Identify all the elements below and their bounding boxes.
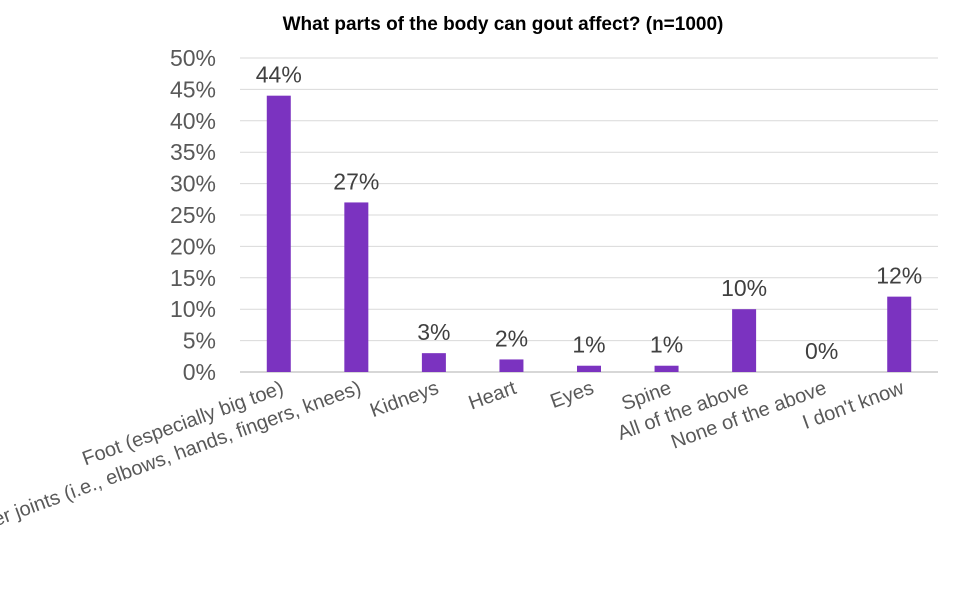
bar xyxy=(887,296,912,372)
chart-title: What parts of the body can gout affect? … xyxy=(283,14,724,35)
data-label: 44% xyxy=(256,62,302,88)
data-label: 1% xyxy=(572,332,605,358)
bar xyxy=(344,202,369,372)
y-tick-label: 5% xyxy=(183,328,216,354)
x-axis-ticks: Foot (especially big toe)Other joints (i… xyxy=(0,377,907,542)
data-label: 2% xyxy=(495,325,528,351)
bar xyxy=(654,365,679,372)
data-labels: 44% 27% 3% 2% 1% 1% 10% 0% 12% xyxy=(256,62,922,364)
data-label: 0% xyxy=(805,338,838,364)
y-tick-label: 10% xyxy=(170,296,216,322)
x-tick-label: Eyes xyxy=(547,377,596,413)
y-tick-label: 40% xyxy=(170,108,216,134)
y-tick-label: 20% xyxy=(170,233,216,259)
y-tick-label: 30% xyxy=(170,171,216,197)
data-label: 3% xyxy=(417,319,450,345)
x-tick-label: Other joints (i.e., elbows, hands, finge… xyxy=(0,377,364,542)
bar xyxy=(499,359,524,372)
y-axis-ticks: 0% 5% 10% 15% 20% 25% 30% 35% 40% 45% 50% xyxy=(170,45,216,385)
y-tick-label: 35% xyxy=(170,139,216,165)
x-tick-label: Kidneys xyxy=(367,377,441,422)
y-tick-label: 25% xyxy=(170,202,216,228)
data-label: 10% xyxy=(721,275,767,301)
bar xyxy=(421,353,446,372)
y-tick-label: 50% xyxy=(170,45,216,71)
data-label: 27% xyxy=(333,168,379,194)
y-tick-label: 15% xyxy=(170,265,216,291)
bar xyxy=(732,309,757,372)
data-label: 12% xyxy=(876,263,922,289)
bar xyxy=(266,95,291,373)
data-label: 1% xyxy=(650,332,683,358)
bar xyxy=(577,365,601,372)
bars xyxy=(266,95,912,373)
x-tick-label: Heart xyxy=(466,377,520,415)
y-tick-label: 0% xyxy=(183,359,216,385)
y-tick-label: 45% xyxy=(170,76,216,102)
